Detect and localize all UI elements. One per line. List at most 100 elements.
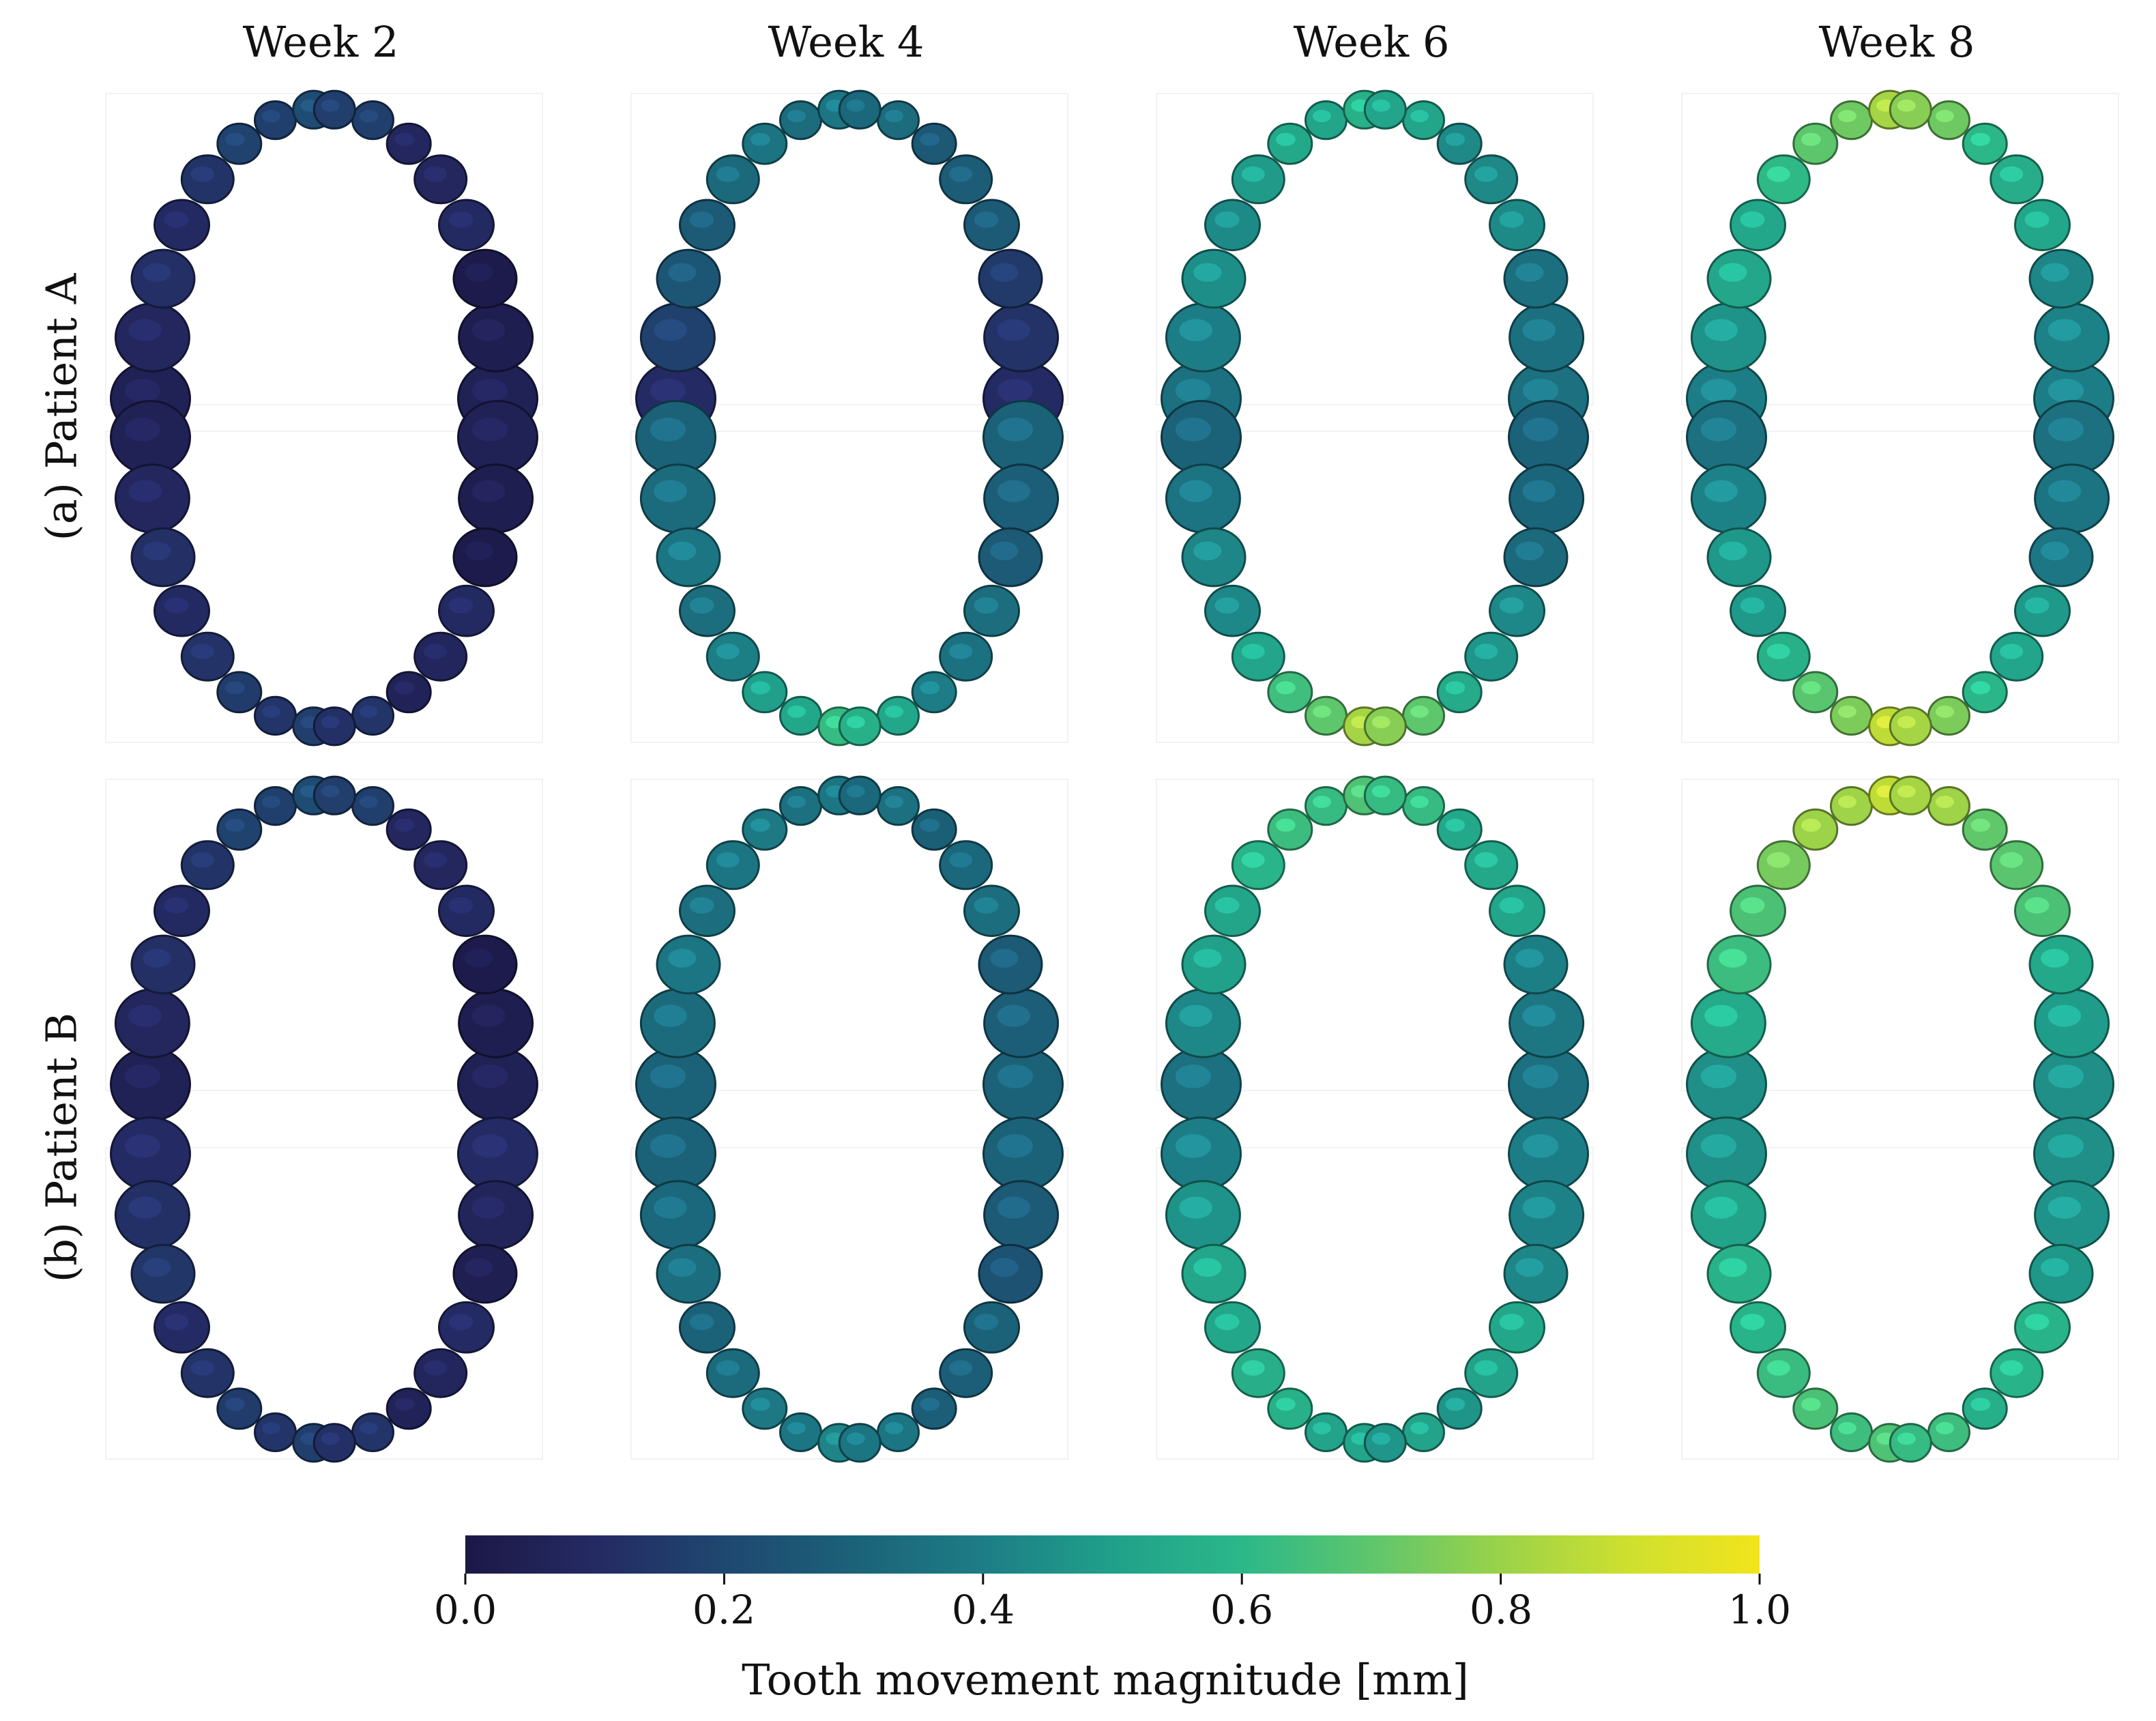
patient_a-week2-upper-tooth-highlight bbox=[448, 211, 474, 228]
patient_a-week4-upper-tooth-highlight bbox=[751, 132, 770, 146]
patient_b-week2-lower-tooth-highlight bbox=[128, 1196, 162, 1219]
patient_a-week6-upper-tooth-highlight bbox=[1522, 379, 1558, 403]
patient_b-week8-upper-tooth-highlight bbox=[2048, 1004, 2082, 1027]
patient_b-week4-upper-tooth-highlight bbox=[974, 897, 999, 914]
patient_b-week6-upper-tooth-highlight bbox=[1522, 1004, 1556, 1027]
patient_a-week4-upper-arch bbox=[630, 89, 1068, 436]
patient_b-week2-upper-tooth-highlight bbox=[124, 1065, 160, 1088]
patient_a-week4-lower-tooth-highlight bbox=[716, 643, 740, 659]
patient_b-week8-upper-tooth-highlight bbox=[1838, 796, 1856, 809]
patient_b-week6-lower-arch bbox=[1156, 1116, 1594, 1463]
patient_a-week6-upper-tooth-highlight bbox=[1179, 319, 1212, 341]
patient_b-week2-lower-tooth-highlight bbox=[465, 1258, 493, 1277]
patient_a-week4-lower-arch bbox=[630, 400, 1068, 747]
patient_b-week8-upper-tooth-highlight bbox=[2024, 897, 2050, 914]
patient_b-week4-upper-tooth-highlight bbox=[654, 1004, 687, 1027]
patient_a-week2-upper-tooth-highlight bbox=[143, 263, 171, 283]
patient_a-week4-lower-tooth-highlight bbox=[654, 480, 687, 502]
patient_b-week8-upper-tooth-highlight bbox=[1704, 1004, 1738, 1027]
patient_a-week8-upper-tooth-highlight bbox=[2041, 263, 2069, 283]
patient_b-week6-lower-tooth-highlight bbox=[1193, 1258, 1222, 1277]
patient_b-week4-lower-tooth-highlight bbox=[974, 1314, 999, 1331]
patient_b-week6-lower-tooth-highlight bbox=[1522, 1196, 1556, 1219]
patient_a-week2-upper-tooth-highlight bbox=[164, 211, 189, 228]
patient_a-week2-lower-tooth-highlight bbox=[394, 681, 415, 695]
patient_b-week2-upper-tooth-highlight bbox=[424, 852, 448, 868]
patient_a-week2-upper-tooth-highlight bbox=[424, 166, 448, 182]
patient_b-week6-lower-tooth-highlight bbox=[1241, 1360, 1265, 1376]
patient_a-week2-lower-arch bbox=[105, 400, 543, 747]
colorbar-tick-2: 0.4 bbox=[951, 1587, 1015, 1633]
patient_b-week6-lower-tooth-highlight bbox=[1515, 1258, 1544, 1277]
patient_b-week2-lower-tooth-highlight bbox=[424, 1360, 448, 1376]
patient_a-week2-upper-tooth-highlight bbox=[465, 263, 493, 283]
patient_b-week6-upper-tooth-highlight bbox=[1313, 796, 1331, 809]
patient_b-week8-lower-tooth-highlight bbox=[2000, 1360, 2024, 1376]
patient_b-week2-upper-tooth-highlight bbox=[143, 949, 171, 968]
patient_b-week6-lower-tooth-highlight bbox=[1445, 1398, 1466, 1411]
patient_a-week4-lower-tooth-highlight bbox=[974, 597, 999, 614]
patient_b-week4-upper-tooth-highlight bbox=[689, 897, 714, 914]
patient_a-week8-upper-tooth-highlight bbox=[1970, 132, 1991, 146]
patient_a-week6-upper-tooth-highlight bbox=[1515, 263, 1544, 283]
patient_b-week8-lower-tooth-highlight bbox=[1970, 1398, 1991, 1411]
patient_b-week2-upper-arch bbox=[105, 775, 543, 1122]
patient_a-week2-lower-tooth-highlight bbox=[471, 418, 508, 442]
patient_a-week6-upper-tooth-highlight bbox=[1214, 211, 1240, 228]
patient_b-week8-upper-tooth-highlight bbox=[1700, 1065, 1736, 1088]
patient_b-week6-upper-tooth-highlight bbox=[1499, 897, 1524, 914]
patient_b-week8-lower-tooth-highlight bbox=[1838, 1421, 1856, 1434]
colorbar-label: Tooth movement magnitude [mm] bbox=[742, 1655, 1469, 1705]
patient_a-week2-upper-tooth-highlight bbox=[321, 99, 340, 112]
patient_a-week8-upper-tooth-highlight bbox=[1719, 263, 1747, 283]
patient_b-week2-lower-arch bbox=[105, 1116, 543, 1463]
patient_a-week6-upper-tooth-highlight bbox=[1276, 132, 1296, 146]
patient_a-week4-upper-tooth-highlight bbox=[668, 263, 697, 283]
patient_a-week6-lower-tooth-highlight bbox=[1313, 705, 1331, 718]
patient_b-week8-lower-tooth-highlight bbox=[1719, 1258, 1747, 1277]
patient_b-week2-lower-tooth-highlight bbox=[448, 1314, 474, 1331]
patient_a-week8-lower-tooth-highlight bbox=[1838, 705, 1856, 718]
patient_a-week4-upper-tooth-highlight bbox=[997, 379, 1033, 403]
patient_b-week6-lower-tooth-highlight bbox=[1313, 1421, 1331, 1434]
patient_a-week4-upper-tooth-highlight bbox=[654, 319, 687, 341]
patient_a-week2-lower-tooth-highlight bbox=[225, 681, 245, 695]
patient_a-week6-upper-arch bbox=[1156, 89, 1594, 436]
patient_a-week8-lower-tooth-highlight bbox=[1897, 716, 1916, 729]
patient_a-week4-upper-tooth-highlight bbox=[974, 211, 999, 228]
patient_b-week4-upper-tooth-highlight bbox=[997, 1065, 1033, 1088]
patient_a-week8-lower-tooth-highlight bbox=[1936, 705, 1954, 718]
patient_b-week4-lower-tooth-highlight bbox=[654, 1196, 687, 1219]
patient_b-week6-upper-tooth-highlight bbox=[1522, 1065, 1558, 1088]
patient_b-week8-upper-tooth-highlight bbox=[1897, 785, 1916, 798]
patient_a-week8-upper-tooth-highlight bbox=[1897, 99, 1916, 112]
patient_b-week2-upper-tooth-highlight bbox=[465, 949, 493, 968]
patient_b-week6-lower-tooth-highlight bbox=[1410, 1421, 1429, 1434]
patient_b-week6-upper-tooth-highlight bbox=[1241, 852, 1265, 868]
patient_b-week4-upper-tooth-highlight bbox=[990, 949, 1019, 968]
patient_b-week4-lower-tooth-highlight bbox=[650, 1134, 686, 1158]
patient_b-week4-upper-tooth-highlight bbox=[668, 949, 697, 968]
patient_b-week8-lower-tooth-highlight bbox=[2041, 1258, 2069, 1277]
patient_b-week4-lower-tooth-highlight bbox=[990, 1258, 1019, 1277]
patient_a-week4-lower-tooth-highlight bbox=[997, 418, 1033, 442]
patient_a-week8-lower-tooth-highlight bbox=[1970, 681, 1991, 695]
patient_a-week6-upper-tooth-highlight bbox=[1445, 132, 1466, 146]
patient_b-week8-upper-tooth-highlight bbox=[1766, 852, 1790, 868]
patient_b-week4-lower-tooth-highlight bbox=[751, 1398, 770, 1411]
patient_a-week6-lower-tooth-highlight bbox=[1371, 716, 1390, 729]
patient_a-week6-upper-tooth-highlight bbox=[1175, 379, 1211, 403]
patient_b-week6-upper-tooth-highlight bbox=[1371, 785, 1390, 798]
patient_a-week4-upper-tooth-highlight bbox=[689, 211, 714, 228]
patient_b-week6-lower-tooth-highlight bbox=[1499, 1314, 1524, 1331]
patient_a-week2-upper-arch bbox=[105, 89, 543, 436]
patient_a-week4-lower-tooth-highlight bbox=[650, 418, 686, 442]
patient_a-week4-upper-tooth-highlight bbox=[846, 99, 865, 112]
patient_a-week8-lower-tooth-highlight bbox=[1704, 480, 1738, 502]
patient_a-week6-upper-tooth-highlight bbox=[1371, 99, 1390, 112]
patient_a-week4-upper-tooth-highlight bbox=[787, 110, 806, 123]
colorbar bbox=[465, 1535, 1760, 1574]
patient_b-week6-upper-arch bbox=[1156, 775, 1594, 1122]
column-title-week-8: Week 8 bbox=[1818, 17, 1975, 67]
patient_a-week6-lower-tooth-highlight bbox=[1474, 643, 1498, 659]
